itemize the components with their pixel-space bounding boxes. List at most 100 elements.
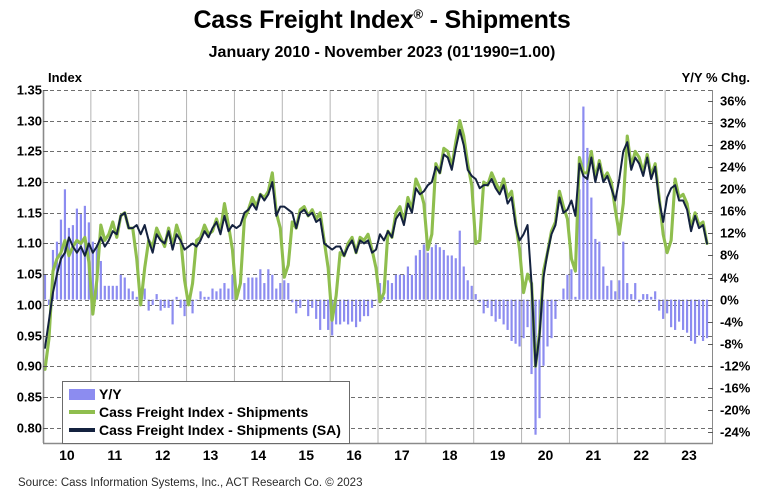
yy-bar (163, 299, 166, 308)
yy-bar (490, 299, 493, 317)
legend-line-swatch-icon (69, 428, 95, 432)
yy-bar (678, 299, 681, 322)
yy-bar (211, 288, 214, 300)
right-axis-tick-label: 0% (720, 292, 739, 308)
legend-line-swatch-icon (69, 410, 95, 414)
left-axis-tick-label: 0.90 (16, 358, 42, 374)
yy-bar (167, 299, 170, 308)
yy-bar (538, 299, 541, 419)
yy-bar (215, 291, 218, 300)
left-axis-tick-label: 1.30 (16, 113, 42, 129)
x-axis-ticks: 10 11 12 13 14 15 16 17 18 19 20 21 22 23 (0, 447, 764, 469)
chart-title-main: Cass Freight Index (193, 6, 414, 34)
legend-item[interactable]: Y/Y (69, 385, 341, 403)
yy-bar (586, 147, 589, 300)
yy-bar (267, 269, 270, 300)
yy-bar (179, 299, 182, 308)
yy-bar (119, 274, 122, 300)
yy-bar (518, 299, 521, 347)
yy-bar (323, 299, 326, 319)
yy-bar (354, 299, 358, 328)
yy-bar (530, 299, 533, 375)
right-axis-tick-label: 32% (720, 115, 747, 131)
yy-bar (462, 266, 465, 300)
yy-bar (71, 225, 75, 300)
yy-bar (693, 299, 697, 344)
yy-bar (203, 296, 206, 300)
right-axis-tick-label: 12% (720, 225, 747, 241)
yy-bar (311, 299, 314, 308)
left-axis-tick-label: 1.10 (16, 235, 42, 251)
yy-bar (570, 269, 573, 300)
yy-bar (350, 299, 354, 322)
yy-bar (327, 299, 330, 330)
yy-bar (135, 296, 138, 300)
yy-bar (654, 291, 657, 300)
right-axis-ticks: 36% 32% 28% 24% 20% 16% 12% 8% 4% 0% -4% -8% -12% -16… (716, 0, 764, 495)
x-axis-tick-label: 23 (681, 447, 697, 463)
yy-bar (562, 288, 565, 300)
yy-bar (450, 255, 453, 300)
right-axis-tick-label: 20% (720, 181, 747, 197)
yy-bar (219, 288, 222, 300)
yy-bar (442, 249, 445, 300)
yy-bar (195, 299, 198, 301)
x-axis-tick-label: 21 (585, 447, 602, 463)
yy-bar (642, 294, 645, 300)
left-axis-tick-label: 1.20 (16, 174, 42, 190)
yy-bar (386, 280, 390, 300)
yy-bar (255, 277, 258, 300)
yy-bar (438, 247, 441, 300)
x-axis-tick-label: 15 (298, 447, 314, 463)
yy-bar (426, 252, 429, 300)
yy-bar (558, 299, 561, 301)
yy-bar (402, 274, 406, 300)
yy-bar (319, 299, 322, 330)
right-axis-tick-label: -4% (720, 314, 744, 330)
yy-bar (79, 214, 82, 300)
x-axis-tick-label: 22 (633, 447, 649, 463)
yy-bar (422, 244, 425, 300)
right-axis-tick-label: 16% (720, 203, 747, 219)
right-axis-tick-label: -24% (720, 424, 751, 440)
legend-item[interactable]: Cass Freight Index - Shipments (69, 403, 341, 421)
yy-bar (474, 294, 477, 300)
yy-bar (546, 299, 549, 347)
right-axis-tick-label: 24% (720, 159, 747, 175)
yy-bar (590, 197, 593, 300)
x-axis-tick-label: 11 (107, 447, 123, 463)
yy-bar (470, 285, 473, 300)
yy-bar (670, 299, 673, 328)
yy-bar (346, 299, 350, 325)
yy-bar (99, 260, 102, 300)
yy-bar (697, 299, 701, 336)
yy-bar (370, 299, 374, 308)
yy-bar (522, 299, 525, 339)
yy-bar (574, 296, 577, 300)
yy-bar (606, 285, 609, 300)
yy-bar (482, 299, 485, 314)
yy-bar (582, 106, 585, 300)
yy-bar (430, 247, 433, 300)
yy-bar (602, 266, 605, 300)
chart-legend: Y/Y Cass Freight Index - Shipments Cass Fr… (62, 381, 350, 444)
yy-bar (291, 299, 294, 303)
yy-bar (598, 241, 601, 300)
x-axis-tick-label: 10 (59, 447, 75, 463)
yy-bar (374, 299, 378, 301)
legend-item[interactable]: Cass Freight Index - Shipments (SA) (69, 421, 341, 439)
left-axis-tick-label: 1.00 (16, 297, 42, 313)
yy-bar (626, 283, 629, 300)
yy-bar (151, 299, 154, 306)
registered-mark-icon: ® (413, 6, 424, 22)
yy-bar (398, 274, 402, 300)
yy-bar (466, 280, 469, 300)
yy-bar (526, 299, 529, 328)
yy-bar (283, 280, 286, 300)
yy-bar (287, 283, 290, 300)
legend-bar-swatch-icon (69, 388, 95, 400)
left-axis-tick-label: 1.25 (16, 143, 42, 159)
yy-bar (394, 274, 398, 300)
chart-title-tail: - Shipments (422, 6, 571, 34)
